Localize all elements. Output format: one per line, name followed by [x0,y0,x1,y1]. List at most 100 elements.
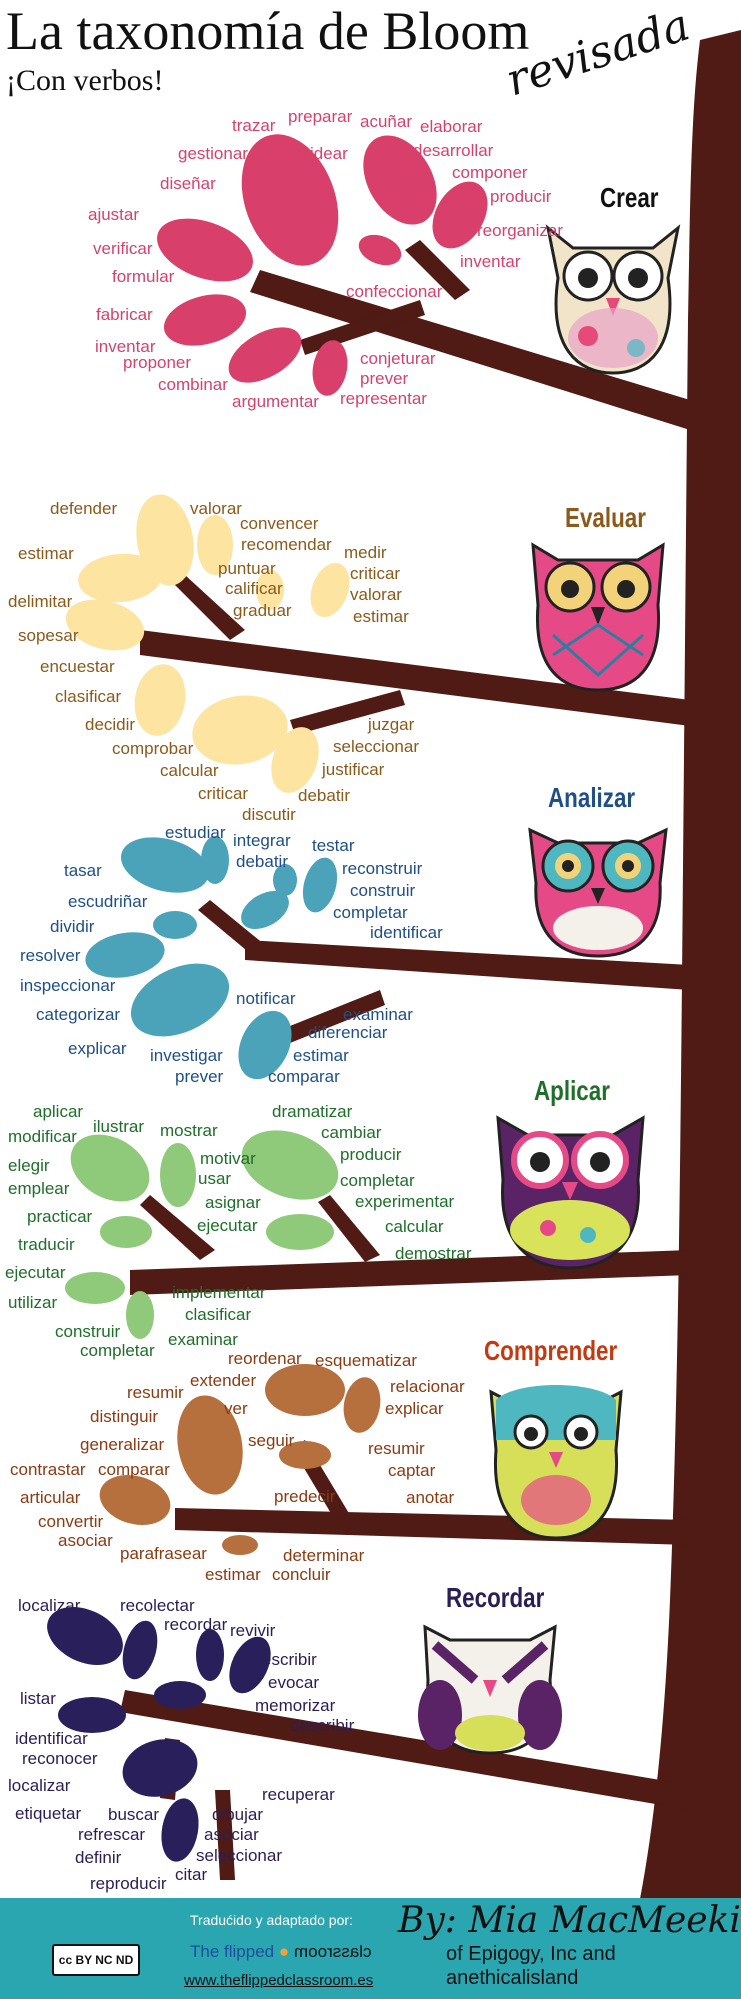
flipped-logo-part: The flipped [190,1942,275,1961]
author-org-line1: of Epigogy, Inc and [446,1943,616,1965]
flipped-logo-text: The flipped ● classroom [190,1942,371,1962]
verb-analizar: completar [333,903,408,922]
owl-crear-illustration [545,224,681,375]
verb-recordar: asociar [204,1825,259,1844]
leaves-comprender [99,1364,381,1555]
verb-aplicar: cambiar [321,1123,382,1142]
verb-crear: formular [112,267,175,286]
verb-aplicar: utilizar [8,1293,58,1312]
verb-evaluar: sopesar [18,626,79,645]
verb-comprender: relacionar [390,1377,465,1396]
leaves-crear [157,134,488,396]
verb-comprender: extender [190,1371,257,1390]
leaves-recordar [47,1606,271,1862]
branch-recordar [120,1690,690,1810]
verb-evaluar: justificar [322,760,385,779]
verb-evaluar: defender [50,499,118,518]
verb-evaluar: criticar [350,564,401,583]
verb-comprender: anotar [406,1488,455,1507]
verb-evaluar: discutir [242,805,296,824]
verb-crear: fabricar [96,305,153,324]
verb-crear: reorganizar [477,221,563,240]
verb-recordar: recuperar [262,1785,335,1804]
verb-comprender: determinar [283,1546,365,1565]
verb-crear: idear [310,144,348,163]
verb-evaluar: valorar [350,585,402,604]
verb-analizar: reconstruir [342,859,423,878]
verb-analizar: construir [350,881,416,900]
verb-analizar: debatir [236,852,288,871]
verb-comprender: resumir [368,1439,425,1458]
verb-analizar: estudiar [165,823,226,842]
verb-analizar: investigar [150,1046,223,1065]
verb-evaluar: debatir [298,786,350,805]
verb-recordar: reconocer [22,1749,98,1768]
verb-recordar: recolectar [120,1596,195,1615]
leaves-evaluar [65,494,350,793]
owl-recordar-illustration [418,1624,562,1755]
author-org-line2: anethicalisland [446,1967,579,1989]
verb-analizar: notificar [236,989,296,1008]
branch-aplicar-sub [140,1195,215,1260]
verb-aplicar: construir [55,1322,121,1341]
verb-analizar: diferenciar [308,1023,388,1042]
verb-evaluar: recomendar [241,535,332,554]
verb-analizar: identificar [370,923,443,942]
verb-crear: conjeturar [360,349,436,368]
verb-comprender: comparar [98,1460,170,1479]
verb-crear: ajustar [88,205,140,224]
verb-aplicar: emplear [8,1179,70,1198]
verb-crear: inventar [460,252,521,271]
verb-evaluar: estimar [353,607,409,626]
verb-comprender: seguir [248,1431,295,1450]
page-title: La taxonomía de Bloom [6,1,530,61]
verb-comprender: reordenar [228,1349,302,1368]
verb-crear: confeccionar [346,282,443,301]
verb-comprender: estimar [205,1565,261,1584]
branch-analizar [245,940,690,990]
page-subtitle: ¡Con verbos! [6,64,164,97]
flipped-logo-icon: ● [278,1942,290,1961]
verb-recordar: describir [290,1716,355,1735]
verb-comprender: predecir [274,1487,336,1506]
verb-aplicar: usar [198,1169,232,1188]
verb-crear: preparar [288,107,353,126]
branch-crear [250,270,690,430]
verb-aplicar: calcular [385,1217,444,1236]
verb-crear: diseñar [160,174,216,193]
verb-evaluar: juzgar [368,715,415,734]
verb-comprender: generalizar [80,1435,165,1454]
author-signature: By: Mia MacMeekin [398,1900,741,1941]
branch-aplicar-sub2 [318,1195,380,1262]
branch-evaluar-sub2 [290,690,405,735]
verb-analizar: categorizar [36,1005,121,1024]
verb-recordar: recordar [164,1615,228,1634]
verb-aplicar: traducir [18,1235,75,1254]
verb-recordar: localizar [18,1596,81,1615]
verb-evaluar: decidir [85,715,136,734]
website-link[interactable]: www.theflippedclassroom.es [184,1972,374,1989]
verb-aplicar: asignar [205,1193,261,1212]
verb-recordar: listar [20,1689,56,1708]
verb-aplicar: ilustrar [93,1117,145,1136]
verb-comprender: asociar [58,1531,113,1550]
verb-analizar: dividir [50,917,95,936]
verb-analizar: inspeccionar [20,976,116,995]
verb-crear: gestionar [178,144,248,163]
verb-evaluar: convencer [240,514,319,533]
translated-by-label: Tradućido y adaptado por: [190,1912,353,1928]
verb-aplicar: completar [340,1171,415,1190]
verb-crear: elaborar [420,117,483,136]
tree-trunk [640,30,741,1899]
level-analizar: Analizar [548,782,636,813]
verb-comprender: contrastar [10,1460,86,1479]
leaves-analizar [85,836,338,1080]
verb-aplicar: completar [80,1341,155,1360]
branch-crear-sub [405,240,470,300]
verb-analizar: comparar [268,1067,340,1086]
verb-analizar: examinar [343,1005,413,1024]
verb-analizar: integrar [233,831,291,850]
verb-aplicar: clasificar [185,1305,252,1324]
branch-evaluar-sub [175,575,245,640]
